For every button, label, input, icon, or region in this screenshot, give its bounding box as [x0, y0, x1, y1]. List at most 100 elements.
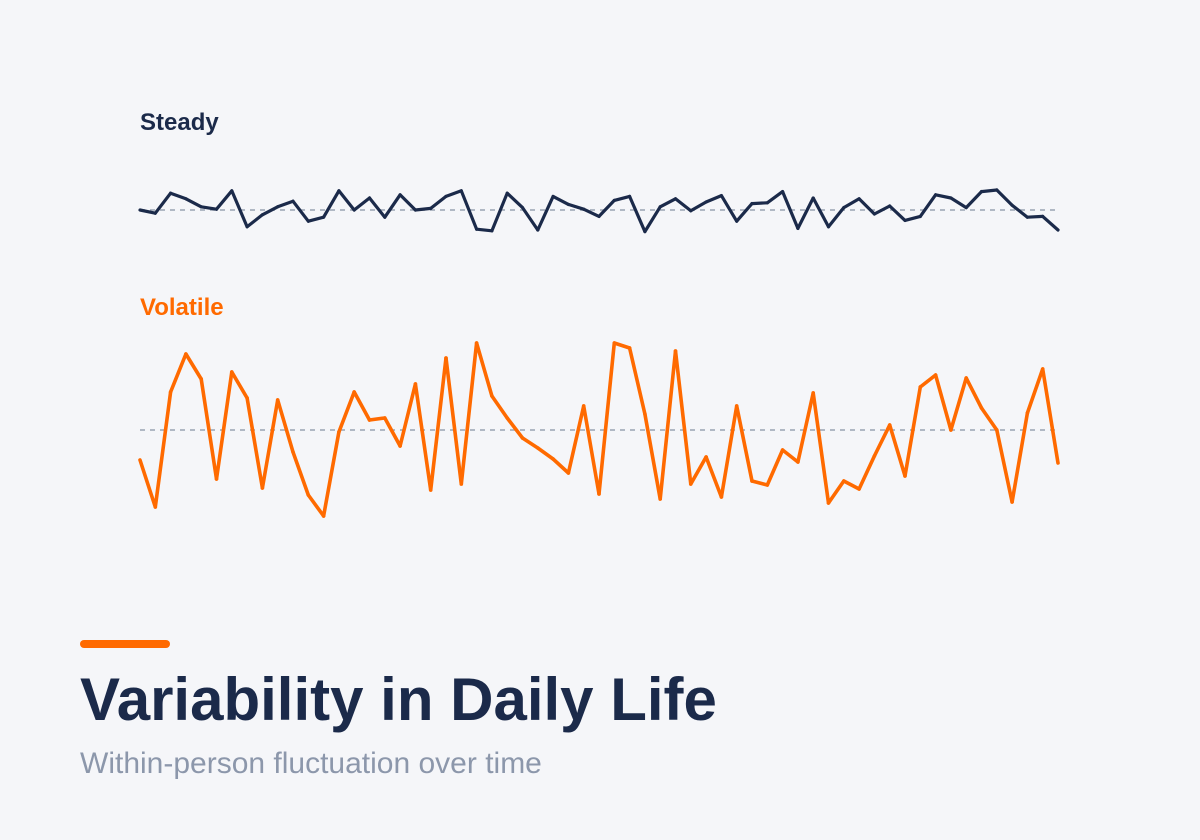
- volatile-line-segment: [168, 352, 188, 394]
- volatile-line-segment: [765, 448, 785, 487]
- volatile-line-segment: [857, 454, 877, 491]
- steady-line-segment: [857, 197, 877, 216]
- volatile-line-segment: [138, 458, 158, 509]
- steady-line-segment: [505, 191, 525, 210]
- volatile-line-segment: [535, 446, 555, 461]
- steady-line-segment: [582, 207, 601, 218]
- steady-line-segment: [949, 196, 968, 210]
- volatile-line-segment: [199, 377, 219, 481]
- volatile-line-segment: [459, 341, 479, 486]
- volatile-line-segment: [367, 416, 387, 422]
- steady-panel: Steady: [138, 109, 1060, 234]
- steady-line-segment: [138, 208, 157, 215]
- steady-line-segment: [214, 189, 234, 211]
- steady-label: Steady: [140, 109, 219, 136]
- steady-line-segment: [291, 199, 310, 223]
- volatile-line-segment: [230, 370, 249, 400]
- steady-line-segment: [964, 190, 984, 210]
- volatile-line-segment: [520, 436, 540, 450]
- steady-line-segment: [490, 191, 509, 233]
- steady-line-segment: [230, 189, 249, 229]
- volatile-line-segment: [719, 404, 739, 499]
- steady-line-segment: [153, 191, 173, 215]
- steady-line-segment: [199, 205, 219, 211]
- volatile-line-segment: [581, 404, 601, 496]
- steady-line-segment: [383, 193, 402, 219]
- volatile-line-segment: [643, 412, 663, 501]
- steady-line-segment: [398, 193, 417, 212]
- steady-line-segment: [475, 227, 494, 233]
- volatile-line-segment: [321, 430, 341, 518]
- volatile-line-segment: [673, 349, 693, 486]
- steady-line-segment: [903, 214, 922, 222]
- volatile-line-segment: [428, 356, 448, 492]
- volatile-line-segment: [658, 349, 678, 501]
- volatile-line-segment: [1025, 367, 1045, 415]
- volatile-line-segment: [826, 479, 846, 505]
- steady-line-segment: [352, 196, 372, 212]
- volatile-line-segment: [597, 341, 617, 496]
- volatile-line-segment: [474, 341, 494, 398]
- steady-line-segment: [750, 201, 769, 206]
- page-title: Variability in Daily Life: [80, 666, 717, 733]
- volatile-line-segment: [184, 352, 203, 381]
- steady-line-segment: [413, 206, 433, 212]
- volatile-line-segment: [750, 479, 770, 487]
- steady-line-segment: [612, 194, 632, 202]
- steady-line-segment: [536, 194, 555, 232]
- volatile-line-segment: [872, 423, 892, 458]
- steady-line-segment: [566, 202, 586, 211]
- steady-line-segment: [704, 194, 724, 204]
- steady-line-segment: [429, 194, 448, 210]
- steady-line-segment: [597, 198, 616, 218]
- steady-line-segment: [367, 196, 387, 219]
- volatile-line-segment: [337, 390, 357, 434]
- volatile-line-segment: [1010, 411, 1030, 504]
- steady-line-segment: [811, 196, 831, 229]
- steady-line-segment: [1025, 214, 1045, 219]
- volatile-line-segment: [612, 341, 632, 350]
- steady-line-segment: [995, 188, 1014, 207]
- volatile-line-segment: [214, 370, 234, 481]
- steady-line-segment: [933, 193, 953, 200]
- steady-line-segment: [551, 194, 571, 206]
- volatile-line-segment: [444, 356, 464, 486]
- chart: Steady Volatile: [138, 109, 1060, 518]
- steady-line-segment: [719, 194, 739, 223]
- steady-series: [138, 188, 1060, 234]
- steady-line-segment: [918, 193, 938, 218]
- volatile-line-segment: [352, 390, 372, 422]
- volatile-line-segment: [551, 457, 571, 475]
- steady-line-segment: [872, 204, 892, 216]
- steady-line-segment: [1041, 214, 1060, 232]
- steady-line-segment: [658, 197, 678, 209]
- volatile-line-segment: [811, 391, 831, 505]
- volatile-line-segment: [841, 479, 861, 491]
- volatile-line-segment: [291, 450, 311, 497]
- volatile-line-segment: [413, 382, 433, 492]
- volatile-line-segment: [398, 382, 418, 448]
- steady-line-segment: [169, 191, 188, 201]
- accent-bar: [80, 640, 170, 648]
- volatile-panel: Volatile: [138, 294, 1060, 518]
- steady-line-segment: [444, 189, 463, 198]
- steady-line-segment: [260, 205, 280, 217]
- volatile-line-segment: [979, 406, 999, 432]
- volatile-label: Volatile: [140, 294, 224, 321]
- steady-line-segment: [842, 197, 861, 210]
- volatile-line-segment: [887, 423, 907, 478]
- steady-line-segment: [735, 202, 754, 223]
- volatile-line-segment: [275, 398, 295, 454]
- volatile-line-segment: [382, 416, 402, 448]
- steady-line-segment: [459, 189, 479, 231]
- steady-line-segment: [184, 197, 203, 209]
- steady-line-segment: [780, 190, 800, 230]
- volatile-line-segment: [704, 455, 724, 499]
- volatile-line-segment: [566, 404, 586, 475]
- volatile-line-segment: [903, 385, 923, 478]
- volatile-line-segment: [964, 376, 984, 410]
- steady-line-segment: [826, 206, 846, 229]
- volatile-line-segment: [260, 398, 280, 490]
- volatile-line-segment: [688, 455, 708, 486]
- volatile-line-segment: [153, 390, 173, 509]
